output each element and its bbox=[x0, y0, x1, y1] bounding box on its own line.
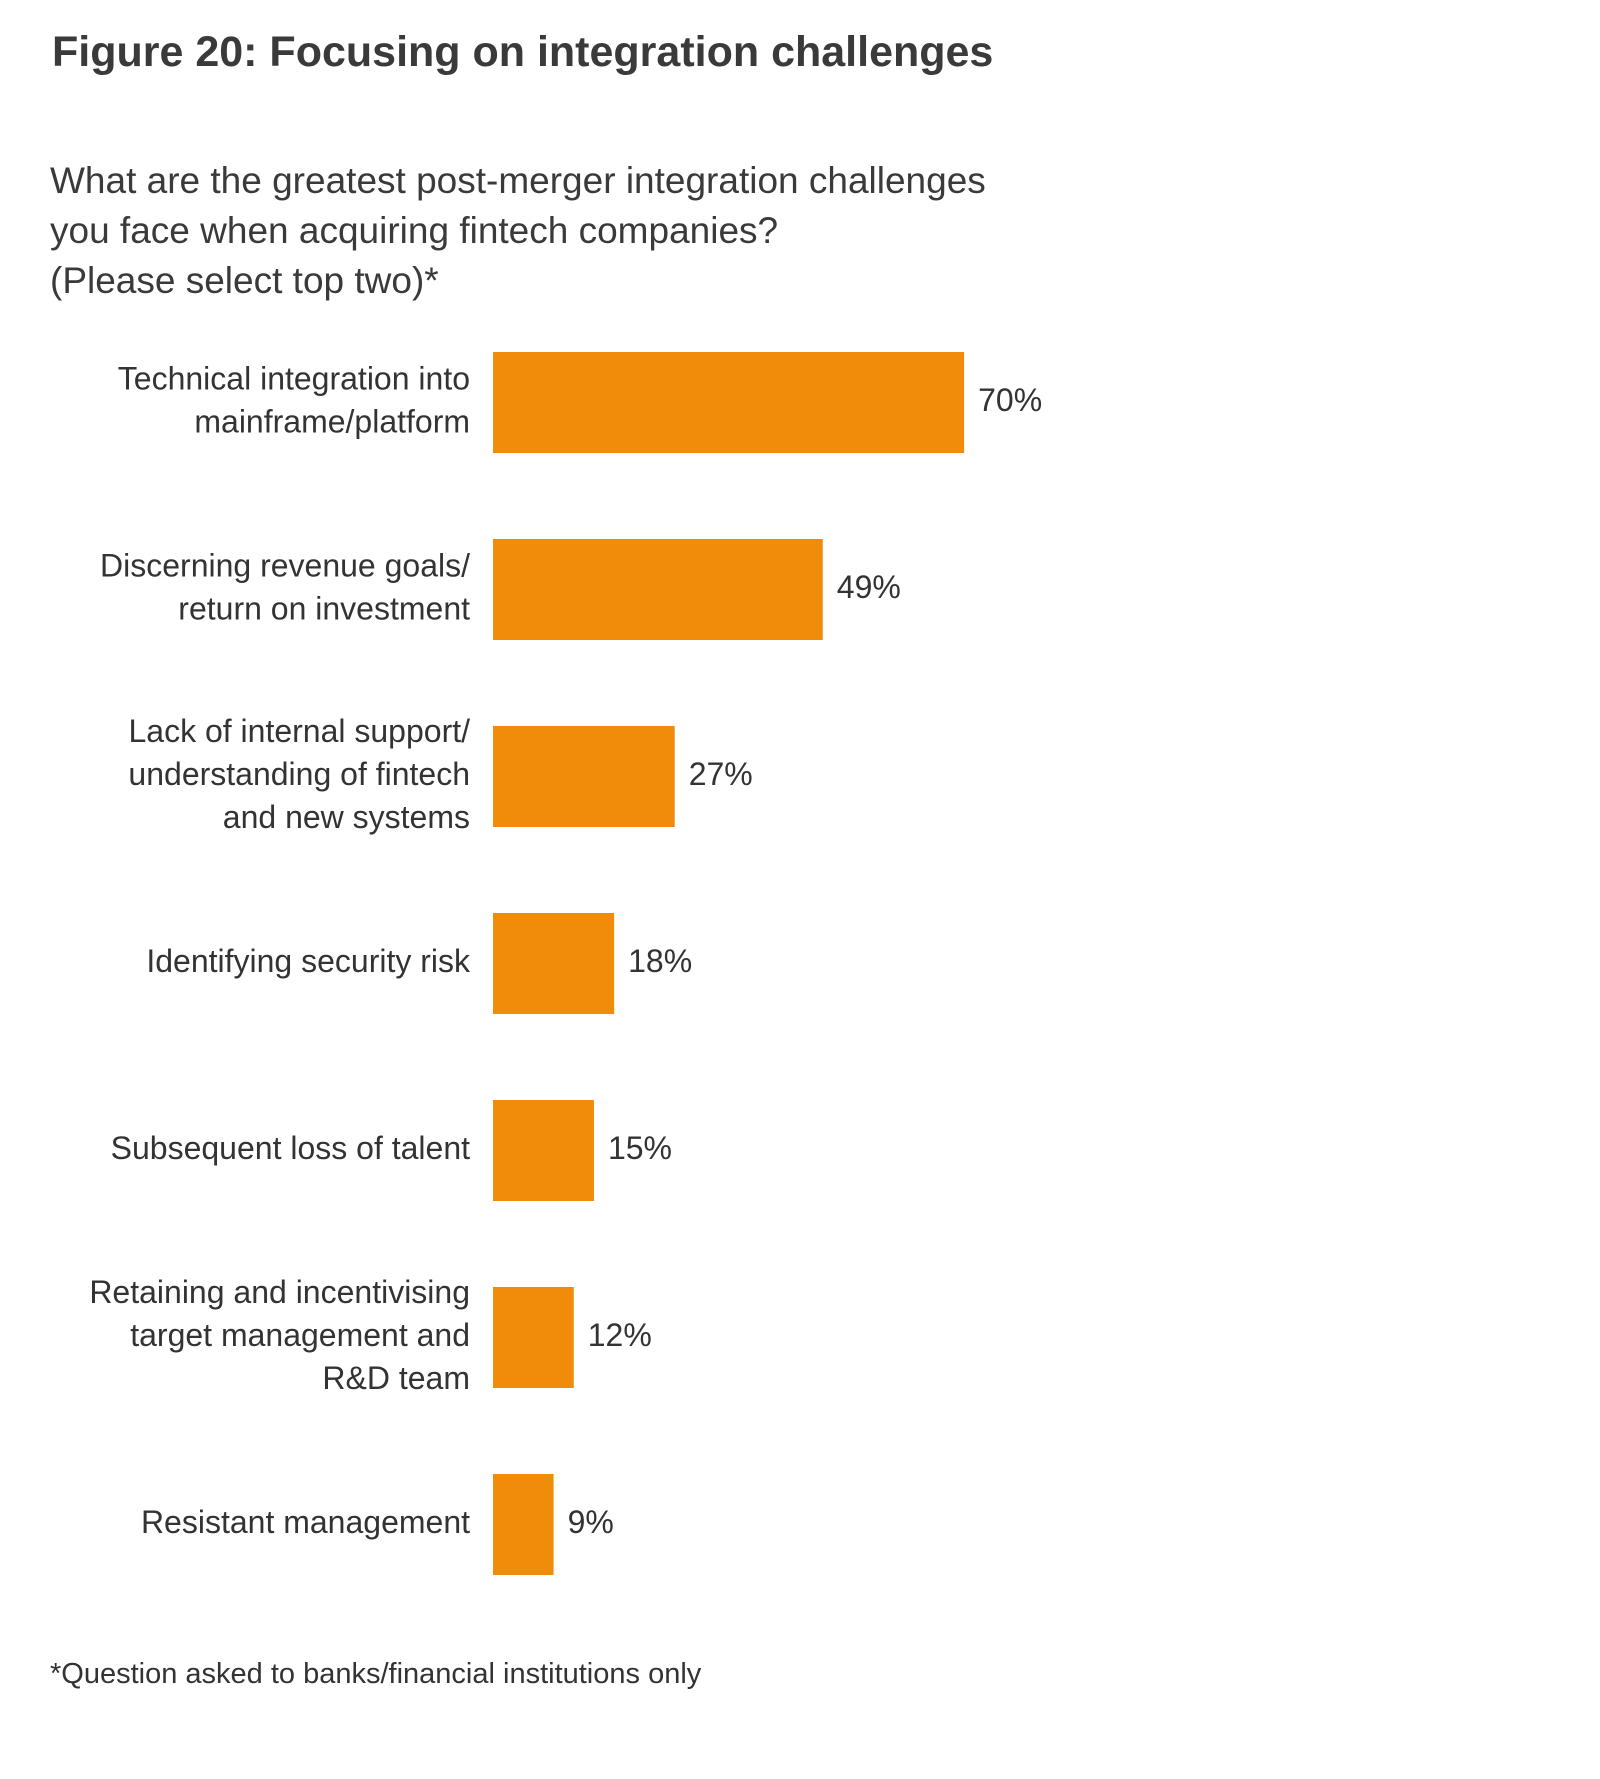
category-label-line: mainframe/platform bbox=[194, 403, 470, 439]
bar-5 bbox=[493, 1100, 594, 1201]
category-label-line: return on investment bbox=[178, 590, 470, 626]
bar-2 bbox=[493, 539, 823, 640]
category-label-7: Resistant management bbox=[141, 1504, 470, 1540]
category-label-line: Subsequent loss of talent bbox=[111, 1130, 470, 1166]
bar-3 bbox=[493, 726, 675, 827]
data-label-7: 9% bbox=[568, 1504, 614, 1540]
figure-title: Figure 20: Focusing on integration chall… bbox=[52, 28, 994, 76]
data-label-4: 18% bbox=[628, 943, 692, 979]
question-line: What are the greatest post-merger integr… bbox=[50, 160, 986, 201]
category-label-3: Lack of internal support/understanding o… bbox=[128, 713, 470, 835]
bar-6 bbox=[493, 1287, 574, 1388]
category-label-2: Discerning revenue goals/return on inves… bbox=[100, 547, 470, 626]
category-label-4: Identifying security risk bbox=[146, 943, 471, 979]
data-label-3: 27% bbox=[689, 756, 753, 792]
category-label-line: target management and bbox=[130, 1317, 470, 1353]
category-label-line: Identifying security risk bbox=[146, 943, 471, 979]
bar-4 bbox=[493, 913, 615, 1014]
survey-question: What are the greatest post-merger integr… bbox=[50, 156, 986, 306]
category-label-5: Subsequent loss of talent bbox=[111, 1130, 470, 1166]
bar-chart: 70% Technical integration into mainframe/p… bbox=[89, 352, 1042, 1575]
category-label-line: R&D team bbox=[322, 1360, 470, 1396]
category-label-line: understanding of fintech bbox=[128, 756, 470, 792]
category-label-line: Resistant management bbox=[141, 1504, 470, 1540]
footnote: *Question asked to banks/financial insti… bbox=[50, 1658, 702, 1690]
data-label-6: 12% bbox=[588, 1317, 652, 1353]
question-line: you face when acquiring fintech companie… bbox=[50, 210, 779, 251]
bar-1 bbox=[493, 352, 965, 453]
category-label-line: Technical integration into bbox=[118, 360, 470, 396]
bar-7 bbox=[493, 1474, 554, 1575]
category-label-line: and new systems bbox=[223, 799, 470, 835]
category-label-1: Technical integration into mainframe/plat… bbox=[118, 360, 470, 439]
data-label-5: 15% bbox=[608, 1130, 672, 1166]
question-line: (Please select top two)* bbox=[50, 260, 439, 301]
category-label-line: Discerning revenue goals/ bbox=[100, 547, 470, 583]
data-label-1: 70% bbox=[978, 382, 1042, 418]
category-label-line: Retaining and incentivising bbox=[89, 1274, 470, 1310]
category-label-6: Retaining and incentivising target manage… bbox=[89, 1274, 470, 1396]
category-label-line: Lack of internal support/ bbox=[128, 713, 470, 749]
data-label-2: 49% bbox=[837, 569, 901, 605]
